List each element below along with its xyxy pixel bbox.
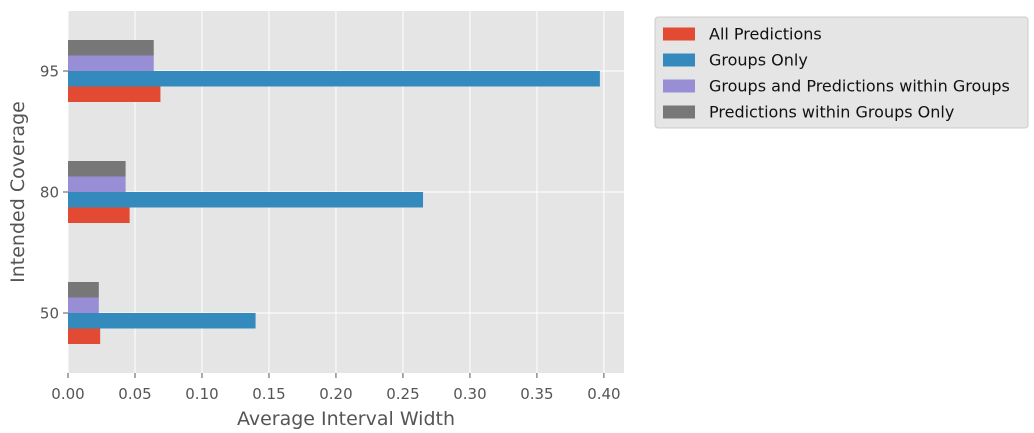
x-tick-label: 0.35 xyxy=(520,385,553,403)
x-axis-ticks: 0.00 0.05 0.10 0.15 0.20 0.25 0.30 0.35 0.40 xyxy=(51,373,621,403)
y-axis-ticks: 50 80 95 xyxy=(40,63,68,323)
x-tick-label: 0.15 xyxy=(252,385,285,403)
legend-label: Predictions within Groups Only xyxy=(709,103,954,122)
bar xyxy=(68,55,154,71)
legend-swatch xyxy=(663,105,695,119)
bar xyxy=(68,207,130,223)
x-tick-label: 0.30 xyxy=(453,385,486,403)
y-tick-label: 80 xyxy=(40,184,59,202)
bar xyxy=(68,161,126,177)
bar xyxy=(68,86,161,102)
bar xyxy=(68,192,424,208)
x-tick-label: 0.20 xyxy=(319,385,352,403)
x-tick-label: 0.40 xyxy=(587,385,620,403)
bar xyxy=(68,297,99,313)
legend-swatch xyxy=(663,53,695,67)
y-tick-label: 50 xyxy=(40,305,59,323)
bar xyxy=(68,313,256,329)
x-tick-label: 0.25 xyxy=(386,385,419,403)
legend-label: Groups Only xyxy=(709,51,808,70)
bars xyxy=(68,40,600,344)
x-tick-label: 0.00 xyxy=(51,385,84,403)
x-tick-label: 0.10 xyxy=(185,385,218,403)
legend-swatch xyxy=(663,79,695,93)
legend: All Predictions Groups Only Groups and Pre… xyxy=(654,16,1029,129)
x-tick-label: 0.05 xyxy=(118,385,151,403)
bar xyxy=(68,328,101,344)
bar xyxy=(68,282,99,298)
y-axis-title: Intended Coverage xyxy=(7,101,29,283)
bar xyxy=(68,40,154,56)
bar xyxy=(68,71,600,87)
legend-label: All Predictions xyxy=(709,25,822,44)
x-axis-title: Average Interval Width xyxy=(237,408,455,430)
y-tick-label: 95 xyxy=(40,63,59,81)
legend-box xyxy=(654,16,1029,129)
bar xyxy=(68,176,126,192)
legend-swatch xyxy=(663,27,695,41)
legend-label: Groups and Predictions within Groups xyxy=(709,77,1010,96)
